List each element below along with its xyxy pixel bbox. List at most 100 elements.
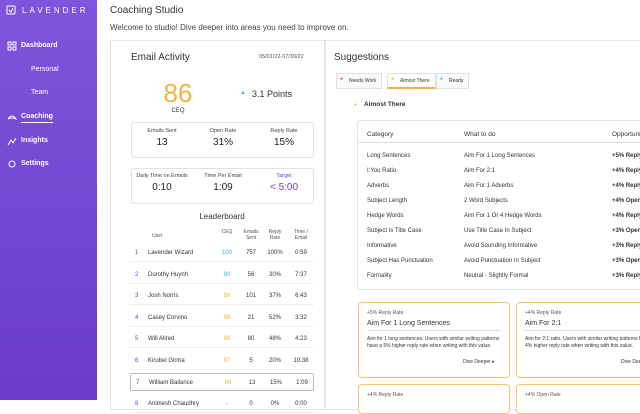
- table-row: Hedge Words Aim For 1 Or 4 Hedge Words +4%…: [357, 210, 640, 224]
- cell: 0: [249, 400, 253, 407]
- logo: LAVENDER: [22, 6, 89, 15]
- cell: 88: [223, 336, 231, 342]
- card-tag: +5% Reply Rate: [367, 310, 404, 316]
- suggestion-card: +4% Reply Rate Aim For 2:1 Aim for 2:1 rat…: [516, 302, 640, 378]
- table-row: I:You Ratio Aim For 2:1 +4% Reply Rate: [357, 165, 640, 179]
- column-header: Reply Rate: [268, 229, 282, 241]
- leaderboard-row: 1 Lavender Wizard 100 757 100% 0:59: [130, 244, 314, 262]
- cell: 757: [245, 250, 256, 256]
- cell: +3% Reply Rate: [612, 243, 640, 249]
- table-row: Long Sentences Aim For 1 Long Sentences +5…: [357, 150, 640, 164]
- table-row: Subject Length 2 Word Subjects +4% Open Ra…: [357, 195, 640, 209]
- nav-item[interactable]: Settings: [21, 160, 49, 167]
- rank: 1: [135, 250, 139, 256]
- table-row: Subject Has Punctuation Avoid Punctuation…: [357, 255, 640, 269]
- cell: 100: [221, 250, 232, 256]
- stat-value: < 5:00: [269, 182, 299, 193]
- card-title: Email Activity: [131, 52, 190, 63]
- tab-dot: ●: [340, 76, 344, 82]
- table-row: Formality Neutral - Slightly Formal +3% Re…: [357, 270, 640, 284]
- table-row: Adverbs Aim For 1 Adverbs +4% Reply Rate: [357, 180, 640, 194]
- cell: Aim For 1 Long Sentences: [464, 153, 536, 159]
- cell: Aim For 1 Or 4 Hedge Words: [464, 213, 542, 219]
- leaderboard-row: 3 Josh Norris 89 101 37% 6:43: [130, 287, 314, 305]
- cell: 37%: [268, 293, 281, 299]
- suggestion-table: [357, 120, 640, 290]
- rank: 2: [135, 271, 139, 278]
- leaderboard-row: 4 Casey Corvino 88 21 52% 3:32: [130, 309, 314, 327]
- cell: 15%: [269, 380, 282, 386]
- cell: 2 Word Subjects: [464, 198, 508, 204]
- cell: 7:37: [295, 271, 307, 278]
- cell: 52%: [268, 314, 281, 321]
- dive-deeper-link[interactable]: Dive Deeper ▸: [621, 359, 640, 365]
- card-body: Aim for 2:1 ratio. Users with similar wr…: [525, 336, 640, 349]
- tab[interactable]: Needs Work: [336, 73, 383, 89]
- nav-item[interactable]: Personal: [31, 66, 59, 73]
- nav-item[interactable]: Coaching: [21, 113, 53, 123]
- cell: Informative: [367, 243, 397, 249]
- cell: +4% Reply Rate: [612, 183, 640, 189]
- cell: Animesh Chaudhry: [148, 400, 200, 407]
- column-header: User: [152, 233, 163, 239]
- cell: +3% Open Rate: [612, 258, 640, 264]
- cell: Aim For 2:1: [464, 168, 496, 174]
- rank: 5: [135, 336, 139, 342]
- nav-item[interactable]: Insights: [21, 137, 48, 144]
- cell: Subject Length: [367, 198, 408, 204]
- dive-deeper-link[interactable]: Dive Deeper ▸: [463, 359, 495, 365]
- tab[interactable]: Ready: [436, 73, 470, 89]
- suggestion-card: +5% Reply Rate Aim For 1 Long Sentences Ai…: [358, 302, 510, 378]
- column-header: Category: [367, 131, 394, 138]
- nav-icons: [7, 41, 17, 168]
- cell: 13: [248, 380, 256, 386]
- cell: +3% Reply Rate: [612, 273, 640, 279]
- table-row: Informative Avoid Sounding Informative +3%…: [357, 240, 640, 254]
- column-header: Opportunity to Improve: [612, 131, 640, 138]
- column-header: Emails Sent: [243, 229, 259, 241]
- up-arrow: ▲: [240, 90, 246, 96]
- sidebar: LAVENDER Dashboard Personal Team Coachin…: [0, 0, 97, 400]
- tab-dot: ●: [440, 76, 444, 82]
- nav-item[interactable]: Dashboard: [21, 42, 58, 49]
- nav-item[interactable]: Team: [31, 89, 49, 96]
- card-body: Aim for 1 long sentences. Users with sim…: [367, 336, 500, 349]
- stat-value: 31%: [212, 137, 233, 148]
- leaderboard-row: 6 Kirubel Girma 87 5 20% 10:38: [130, 352, 314, 370]
- cell: 48%: [268, 336, 281, 342]
- rank: 4: [135, 314, 139, 321]
- cell: 87: [223, 357, 231, 364]
- card-title: Aim For 1 Long Sentences: [367, 320, 501, 331]
- cell: 4:23: [295, 336, 307, 342]
- tab-dot: ●: [391, 76, 395, 82]
- cell: Casey Corvino: [148, 314, 188, 321]
- tab[interactable]: Almost There: [387, 73, 436, 89]
- cell: William Ballance: [149, 380, 194, 386]
- ceq-label: CEQ: [171, 108, 185, 114]
- cell: 56: [247, 271, 255, 278]
- stat-label: Target: [276, 173, 292, 179]
- stat: Daily Time on Emails 0:10: [132, 173, 192, 193]
- leaderboard-row: 5 Will Allred 88 80 48% 4:23: [130, 330, 314, 348]
- stat: Time Per Email 1:09: [193, 173, 253, 193]
- cell: Use Title Case In Subject: [464, 228, 532, 234]
- cell: 6:43: [295, 293, 307, 299]
- card-tag: +4% Reply Rate: [525, 310, 562, 316]
- cell: 30%: [268, 271, 281, 278]
- logo-icon: [6, 5, 16, 15]
- stat-value: 13: [156, 137, 168, 148]
- card-title: Suggestions: [334, 52, 390, 63]
- cell: Dorothy Huynh: [148, 271, 189, 278]
- cell: 0:00: [295, 400, 307, 407]
- cell: 20%: [268, 357, 281, 364]
- page-title: Coaching Studio: [110, 5, 184, 16]
- rank: 8: [135, 400, 139, 407]
- rank: 7: [136, 380, 140, 386]
- cell: Lavender Wizard: [148, 250, 194, 256]
- leaderboard-row: 7 William Ballance 86 13 15% 1:09: [130, 373, 314, 391]
- ceq-change: 3.1 Points: [252, 89, 293, 99]
- stat: Target < 5:00: [254, 173, 314, 193]
- leaderboard-row: 2 Dorothy Huynh 90 56 30% 7:37: [130, 266, 314, 284]
- stat-value: 15%: [273, 137, 294, 148]
- cell: 100%: [267, 250, 283, 256]
